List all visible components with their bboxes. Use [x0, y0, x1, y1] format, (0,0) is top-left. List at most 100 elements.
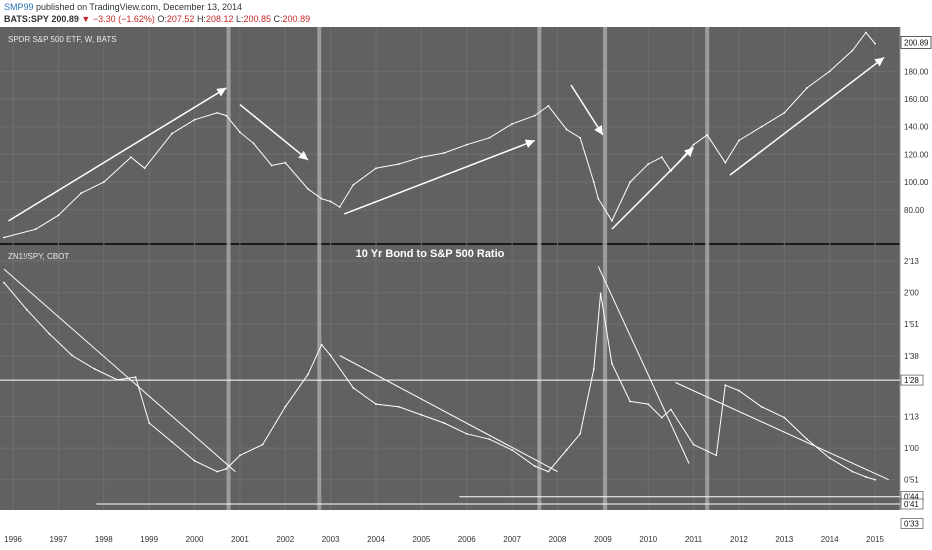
x-tick-label: 2001: [231, 535, 249, 544]
header-line-2: BATS:SPY 200.89 ▼ −3.30 (−1.62%) O:207.5…: [4, 13, 310, 25]
x-tick-label: 2013: [775, 535, 793, 544]
spy-price-point: [647, 163, 650, 165]
x-tick-label: 1998: [95, 535, 113, 544]
trend-arrow[interactable]: [343, 139, 536, 215]
spy-price-point: [851, 49, 854, 52]
y-tick-label: 1'00: [904, 444, 919, 453]
x-tick-label: 2014: [821, 535, 839, 544]
spy-price-point: [130, 156, 132, 159]
trend-arrow[interactable]: [729, 56, 885, 176]
ratio-point: [660, 416, 663, 419]
ratio-point: [599, 292, 602, 295]
ratio-point: [783, 416, 786, 419]
spy-price-point: [760, 125, 763, 128]
spy-price-point: [611, 219, 613, 222]
ratio-point: [669, 408, 672, 411]
last-price: 200.89: [51, 14, 79, 24]
level-box: [900, 518, 924, 529]
spy-price-point: [193, 118, 196, 121]
trend-line[interactable]: [339, 355, 558, 473]
ratio-point: [760, 405, 763, 408]
spy-price-point: [320, 197, 323, 200]
level-axis-label: 0'41: [904, 500, 919, 509]
time-axis-background: [0, 510, 900, 550]
low-value: 200.85: [243, 14, 272, 24]
x-tick-label: 2010: [639, 535, 657, 544]
ticker-label: BATS:SPY: [4, 14, 49, 24]
y-tick-label: 1'13: [904, 413, 919, 422]
level-axis-label: 1'28: [904, 376, 919, 385]
y-tick-label: 160.00: [904, 95, 929, 104]
ratio-annotation: 10 Yr Bond to S&P 500 Ratio: [356, 248, 505, 260]
period-marker-line: [537, 27, 542, 510]
x-tick-label: 2008: [549, 535, 567, 544]
spy-price-point: [329, 200, 332, 203]
period-marker-line: [603, 27, 608, 510]
ratio-point: [116, 378, 119, 381]
spy-price-point: [533, 114, 536, 117]
spy-price-point: [488, 136, 491, 139]
ratio-point: [134, 376, 137, 378]
ratio-point: [3, 281, 5, 284]
ratio-point: [611, 362, 613, 365]
ratio-point: [25, 308, 28, 311]
ratio-point: [547, 470, 550, 473]
spy-price-point: [738, 139, 740, 142]
high-label: H:: [196, 14, 206, 24]
spy-price-point: [692, 143, 695, 146]
spy-price-point: [806, 87, 808, 89]
spy-price-point: [511, 123, 514, 125]
period-marker-line: [317, 27, 322, 510]
spy-price-point: [252, 142, 255, 145]
y-tick-label: 180.00: [904, 67, 929, 76]
trend-line[interactable]: [3, 268, 236, 472]
ratio-point: [320, 343, 323, 346]
spy-price-point: [592, 181, 595, 183]
x-tick-label: 2012: [730, 535, 748, 544]
panel-divider: [0, 243, 900, 245]
x-tick-label: 2005: [412, 535, 430, 544]
spy-price-point: [874, 42, 876, 45]
top-panel-title: SPDR S&P 500 ETF, W, BATS: [8, 35, 117, 44]
ratio-point: [307, 373, 309, 376]
period-marker-line: [705, 27, 710, 510]
ratio-point: [225, 468, 228, 470]
level-axis-label: 0'44: [904, 493, 919, 502]
x-tick-label: 2004: [367, 535, 385, 544]
ratio-line: [3, 282, 876, 481]
ratio-point: [579, 432, 582, 435]
trend-arrow[interactable]: [570, 84, 604, 136]
period-marker-line: [226, 27, 231, 510]
author-link[interactable]: SMP99: [4, 2, 34, 12]
trend-line[interactable]: [597, 266, 690, 464]
spy-price-point: [170, 132, 173, 135]
trend-arrow[interactable]: [8, 87, 227, 222]
spy-price-point: [865, 31, 867, 34]
spy-price-point: [352, 183, 355, 186]
trend-arrow[interactable]: [239, 103, 309, 161]
spy-price-point: [239, 131, 241, 134]
y-tick-label: 1'51: [904, 320, 919, 329]
ratio-point: [261, 443, 264, 446]
spy-price-point: [669, 170, 672, 172]
ratio-point: [865, 476, 867, 478]
ratio-point: [874, 478, 876, 481]
spy-price-point: [579, 136, 582, 139]
open-value: 207.52: [166, 14, 195, 24]
spy-price-point: [420, 156, 423, 159]
ratio-point: [692, 443, 695, 446]
ratio-point: [170, 441, 173, 443]
bottom-panel-background: [0, 245, 900, 510]
y-tick-label: 1'38: [904, 352, 919, 361]
trend-line[interactable]: [675, 382, 889, 481]
spy-price-point: [3, 236, 5, 239]
ratio-point: [148, 422, 151, 424]
spy-price-point: [338, 206, 341, 208]
ratio-point: [443, 422, 445, 424]
x-tick-label: 2009: [594, 535, 612, 544]
close-value: 200.89: [282, 14, 311, 24]
x-tick-label: 2015: [866, 535, 884, 544]
ratio-point: [193, 459, 196, 462]
chart-header: SMP99 published on TradingView.com, Dece…: [4, 1, 310, 25]
